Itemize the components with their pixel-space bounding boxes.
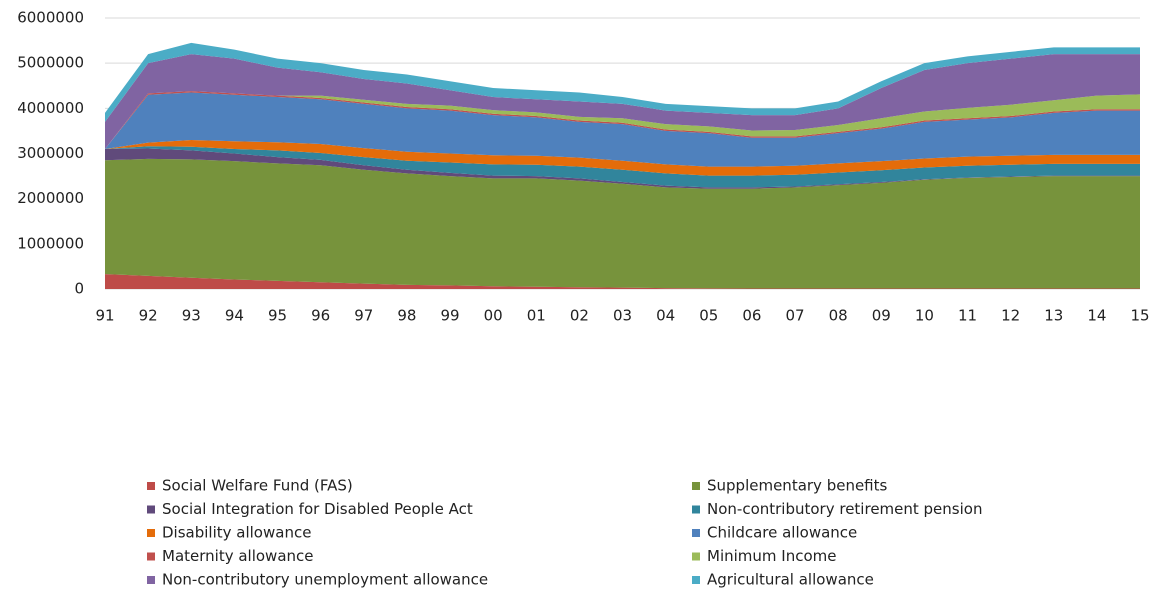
area: [105, 274, 1140, 289]
x-tick-label: 04: [656, 307, 675, 325]
x-tick-label: 93: [182, 307, 201, 325]
x-tick-label: 96: [311, 307, 330, 325]
x-tick-label: 01: [527, 307, 546, 325]
legend-label: Disability allowance: [162, 524, 311, 542]
area: [105, 158, 1140, 289]
legend-label: Agricultural allowance: [707, 571, 874, 589]
y-tick-label: 6000000: [17, 9, 84, 27]
plot-area: [105, 42, 1140, 289]
x-tick-label: 07: [785, 307, 804, 325]
x-tick-label: 13: [1044, 307, 1063, 325]
legend-swatch: [147, 505, 155, 514]
area: [105, 148, 1140, 189]
y-tick-label: 0: [74, 280, 84, 298]
area: [105, 92, 1140, 167]
legend-label: Social Welfare Fund (FAS): [162, 477, 353, 495]
area: [105, 139, 1140, 176]
x-tick-label: 98: [397, 307, 416, 325]
x-tick-label: 00: [484, 307, 503, 325]
legend-label: Non-contributory retirement pension: [707, 500, 982, 518]
y-tick-label: 1000000: [17, 234, 84, 252]
legend-swatch: [692, 576, 700, 584]
legend-swatch: [692, 529, 700, 537]
legend-swatch: [147, 576, 155, 584]
area: [105, 54, 1140, 149]
x-tick-label: 05: [699, 307, 718, 325]
x-tick-label: 11: [958, 307, 977, 325]
area: [105, 146, 1140, 188]
x-tick-label: 08: [829, 307, 848, 325]
y-tick-label: 5000000: [17, 54, 84, 72]
x-tick-label: 06: [742, 307, 761, 325]
legend-swatch: [147, 552, 155, 561]
legend-label: Minimum Income: [707, 547, 836, 565]
x-tick-label: 12: [1001, 307, 1020, 325]
x-tick-label: 09: [872, 307, 891, 325]
legend-swatch: [692, 482, 700, 490]
legend-swatch: [692, 505, 700, 514]
x-tick-label: 02: [570, 307, 589, 325]
y-tick-label: 3000000: [17, 144, 84, 162]
x-tick-label: 91: [95, 307, 114, 325]
area: [105, 91, 1140, 149]
x-tick-label: 99: [440, 307, 459, 325]
x-tick-label: 97: [354, 307, 373, 325]
legend-label: Maternity allowance: [162, 547, 314, 565]
legend-label: Childcare allowance: [707, 524, 857, 542]
legend-label: Social Integration for Disabled People A…: [162, 500, 473, 518]
x-tick-label: 14: [1087, 307, 1106, 325]
x-tick-label: 03: [613, 307, 632, 325]
x-tick-label: 92: [139, 307, 158, 325]
legend: Social Welfare Fund (FAS) Supplementary b…: [147, 477, 982, 589]
legend-swatch: [147, 482, 155, 490]
x-tick-label: 15: [1130, 307, 1149, 325]
axes: 0 1000000 2000000 3000000 4000000 5000000 6000…: [17, 9, 1149, 325]
area: [105, 42, 1140, 122]
legend-label: Non-contributory unemployment allowance: [162, 571, 488, 589]
legend-label: Supplementary benefits: [707, 477, 888, 495]
x-tick-label: 10: [915, 307, 934, 325]
x-tick-label: 95: [268, 307, 287, 325]
y-tick-label: 4000000: [17, 99, 84, 117]
legend-swatch: [692, 552, 700, 561]
legend-swatch: [147, 529, 155, 537]
y-tick-label: 2000000: [17, 189, 84, 207]
x-tick-label: 94: [225, 307, 244, 325]
